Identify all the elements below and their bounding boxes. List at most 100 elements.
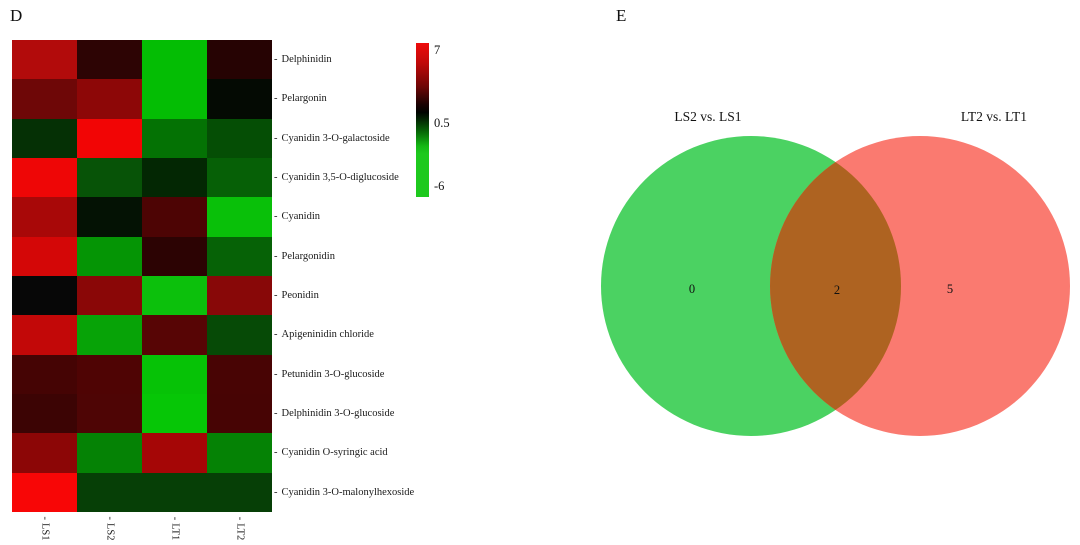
heatmap-column-label: - LT1 (142, 514, 207, 545)
heatmap-cell (77, 354, 142, 394)
row-label-text: Cyanidin (281, 211, 321, 223)
heatmap-cell (142, 275, 207, 316)
heatmap-cell (12, 354, 77, 394)
heatmap-cell (142, 433, 207, 473)
heatmap-cell (207, 433, 272, 473)
colorbar-max-label: 7 (434, 43, 441, 57)
heatmap-cell (12, 393, 77, 434)
heatmap-cell (142, 157, 207, 198)
row-tick-mark: - (274, 486, 278, 498)
heatmap-colorbar (416, 43, 429, 197)
column-label-rotated: - LT1 (169, 517, 180, 541)
heatmap-cell (12, 236, 77, 276)
heatmap-column-label: - LT2 (207, 514, 272, 545)
venn-intersection-region (770, 136, 901, 436)
heatmap-cell (77, 236, 142, 276)
heatmap-cell (142, 354, 207, 394)
heatmap-row-labels: - Delphinidin - Pelargonin - Cyanidin 3-O-gal… (274, 40, 444, 512)
row-tick-mark: - (274, 54, 278, 66)
heatmap-cell (142, 393, 207, 434)
heatmap-cell (207, 354, 272, 394)
heatmap-cell (12, 433, 77, 473)
colorbar-min-label: -6 (434, 179, 445, 193)
heatmap-row-label: - Cyanidin 3-O-malonylhexoside (274, 473, 444, 512)
heatmap-row-label: - Cyanidin 3-O-galactoside (274, 119, 444, 158)
heatmap-cell (77, 275, 142, 316)
row-label-text: Pelargonin (281, 93, 327, 105)
column-tick-mark: - (169, 516, 180, 521)
row-label-text: Pelargonidin (281, 250, 335, 262)
column-tick-mark: - (234, 516, 245, 521)
column-tick-mark: - (104, 516, 115, 520)
row-label-text: Delphinidin 3-O-glucoside (281, 408, 395, 420)
heatmap-cell (12, 157, 77, 198)
heatmap-cell (77, 118, 142, 158)
row-tick-mark: - (274, 447, 278, 459)
heatmap-cell (12, 197, 77, 237)
heatmap-column-labels: - LS1 - LS2 - LT1 - LT2 (12, 514, 272, 545)
heatmap-column-label: - LS1 (12, 514, 77, 545)
column-label-rotated: - LS2 (104, 516, 115, 540)
row-label-text: Cyanidin 3-O-galactoside (281, 132, 390, 144)
heatmap-cell (12, 79, 77, 119)
heatmap-row (12, 472, 272, 512)
heatmap-cell (207, 197, 272, 237)
heatmap-cell (77, 197, 142, 237)
heatmap-cell (207, 472, 272, 512)
column-tick-mark: - (39, 516, 50, 520)
heatmap-cell (207, 393, 272, 434)
venn-right-set-label: LT2 vs. LT1 (960, 109, 1028, 124)
heatmap-row (12, 40, 272, 80)
heatmap-cell (142, 79, 207, 119)
heatmap-cell (142, 315, 207, 355)
heatmap-cell (77, 79, 142, 119)
heatmap-row (12, 393, 272, 434)
venn-left-set-label: LS2 vs. LS1 (674, 109, 742, 124)
heatmap-cell (142, 40, 207, 80)
panel-e-label: E (616, 6, 627, 25)
heatmap-row-label: - Apigeninidin chloride (274, 315, 444, 354)
heatmap-column-label: - LS2 (77, 514, 142, 545)
heatmap-row-label: - Pelargonidin (274, 237, 444, 276)
heatmap-cell (12, 315, 77, 355)
heatmap-row (12, 315, 272, 355)
heatmap-row-label: - Delphinidin 3-O-glucoside (274, 394, 444, 433)
column-label-text: LT2 (234, 523, 245, 541)
column-label-text: LS1 (39, 522, 50, 541)
column-label-text: LT1 (169, 523, 180, 541)
heatmap-cell (142, 197, 207, 237)
venn-right-count: 5 (946, 282, 954, 296)
heatmap-cell (207, 315, 272, 355)
row-tick-mark: - (274, 368, 278, 380)
heatmap-cell (207, 79, 272, 119)
heatmap-row (12, 197, 272, 237)
heatmap-grid (12, 40, 272, 512)
heatmap-cell (12, 40, 77, 80)
column-label-text: LS2 (104, 522, 115, 541)
venn-diagram (601, 136, 1070, 436)
column-label-rotated: - LT2 (234, 517, 245, 541)
heatmap-cell (12, 118, 77, 158)
heatmap-cell (142, 236, 207, 276)
heatmap-cell (12, 472, 77, 512)
row-tick-mark: - (274, 132, 278, 144)
row-label-text: Cyanidin O-syringic acid (281, 447, 388, 459)
heatmap-cell (77, 472, 142, 512)
heatmap-row-label: - Petunidin 3-O-glucoside (274, 355, 444, 394)
heatmap-cell (207, 118, 272, 158)
heatmap-cell (207, 157, 272, 198)
heatmap-cell (77, 393, 142, 434)
heatmap-row (12, 79, 272, 119)
row-tick-mark: - (274, 250, 278, 262)
venn-left-count: 0 (688, 282, 696, 296)
row-tick-mark: - (274, 211, 278, 223)
venn-intersection-count: 2 (833, 283, 841, 297)
heatmap-row (12, 157, 272, 198)
row-label-text: Petunidin 3-O-glucoside (281, 368, 385, 380)
heatmap-cell (207, 275, 272, 316)
heatmap-row-label: - Cyanidin O-syringic acid (274, 433, 444, 472)
heatmap-row-label: - Pelargonin (274, 79, 444, 118)
row-label-text: Apigeninidin chloride (281, 329, 374, 341)
heatmap-cell (77, 157, 142, 198)
